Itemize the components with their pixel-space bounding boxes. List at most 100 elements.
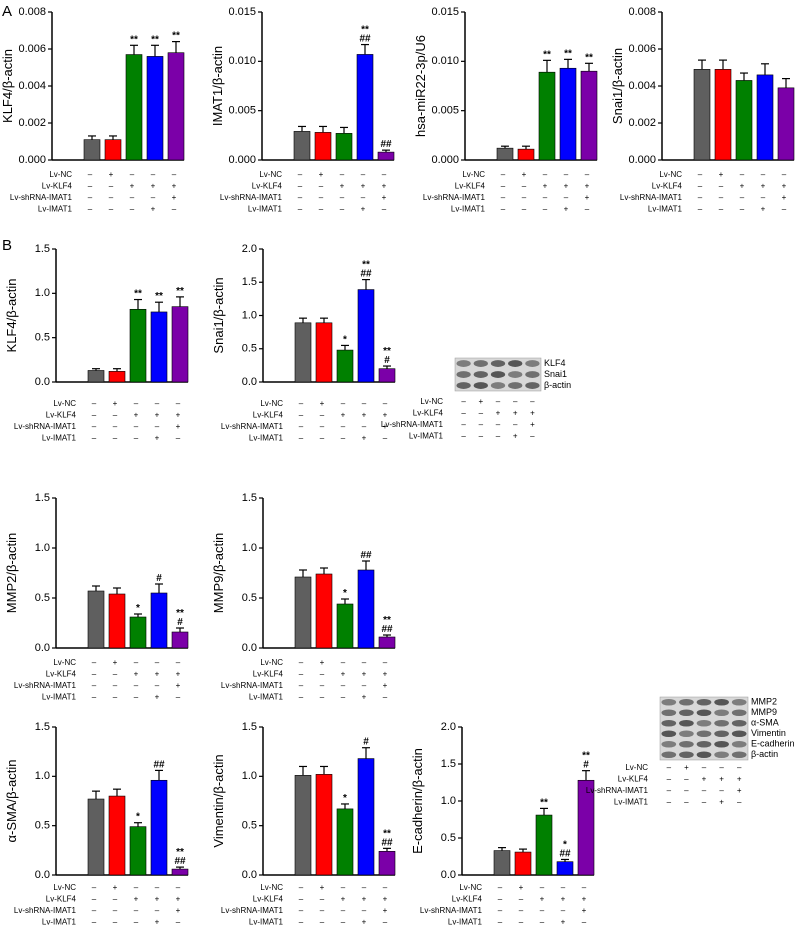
y-tick-label: 0.005	[431, 105, 459, 117]
condition-label: Lv-shRNA-IMAT1	[381, 420, 444, 429]
condition-sign: +	[383, 906, 388, 915]
condition-sign: –	[702, 798, 707, 807]
condition-sign: +	[561, 918, 566, 927]
condition-label: Lv-NC	[53, 658, 76, 667]
condition-sign: –	[298, 205, 303, 214]
condition-sign: +	[319, 170, 324, 179]
blot-label: Snai1	[544, 369, 567, 379]
condition-sign: –	[564, 193, 569, 202]
condition-sign: +	[585, 182, 590, 191]
condition-sign: –	[522, 193, 527, 202]
bar	[129, 826, 147, 876]
condition-sign: +	[582, 895, 587, 904]
condition-label: Lv-KLF4	[452, 895, 483, 904]
bar	[150, 592, 168, 649]
condition-sign: +	[176, 670, 181, 679]
bar	[377, 151, 395, 161]
significance-mark: **	[564, 48, 572, 59]
condition-sign: –	[383, 918, 388, 927]
condition-sign: –	[92, 693, 97, 702]
condition-sign: –	[719, 182, 724, 191]
condition-label: Lv-KLF4	[253, 895, 284, 904]
y-tick-label: 1.0	[35, 542, 50, 554]
condition-sign: +	[340, 182, 345, 191]
condition-sign: –	[582, 883, 587, 892]
condition-sign: +	[561, 895, 566, 904]
blot-band	[731, 751, 747, 759]
condition-sign: –	[362, 883, 367, 892]
condition-sign: –	[479, 420, 484, 429]
condition-sign: –	[361, 193, 366, 202]
y-tick-label: 1.0	[35, 287, 50, 299]
condition-sign: +	[719, 170, 724, 179]
condition-sign: –	[88, 205, 93, 214]
condition-sign: +	[513, 409, 518, 418]
blot-band	[490, 382, 506, 389]
blot-band	[696, 698, 712, 706]
bar	[314, 132, 332, 161]
condition-sign: +	[134, 895, 139, 904]
condition-sign: –	[92, 895, 97, 904]
condition-sign: –	[172, 170, 177, 179]
significance-mark: *	[343, 334, 347, 345]
significance-mark: **	[383, 615, 391, 626]
bar	[104, 139, 122, 161]
condition-sign: +	[113, 658, 118, 667]
condition-sign: –	[740, 205, 745, 214]
condition-sign: –	[530, 397, 535, 406]
condition-label: Lv-KLF4	[652, 182, 683, 191]
condition-label: Lv-shRNA-IMAT1	[420, 906, 483, 915]
bar	[514, 851, 532, 876]
y-tick-label: 0.0	[35, 642, 50, 654]
condition-sign: –	[702, 763, 707, 772]
significance-mark: **	[134, 289, 142, 300]
significance-mark: ##	[174, 856, 186, 867]
condition-sign: –	[299, 693, 304, 702]
y-axis-label: hsa-miR22-3p/U6	[413, 35, 428, 137]
blot-band	[714, 730, 729, 738]
blot-band	[679, 698, 694, 706]
condition-sign: –	[341, 434, 346, 443]
condition-sign: +	[719, 798, 724, 807]
condition-sign: –	[113, 434, 118, 443]
condition-label: Lv-IMAT1	[38, 205, 73, 214]
condition-sign: –	[479, 409, 484, 418]
condition-sign: –	[176, 658, 181, 667]
blot-band	[696, 751, 712, 759]
condition-sign: –	[498, 918, 503, 927]
condition-sign: –	[155, 681, 160, 690]
y-tick-label: 0.008	[628, 6, 656, 18]
condition-label: Lv-IMAT1	[249, 693, 284, 702]
condition-sign: +	[585, 193, 590, 202]
y-tick-label: 0.000	[431, 154, 459, 166]
condition-sign: +	[740, 182, 745, 191]
condition-sign: +	[155, 670, 160, 679]
bar	[87, 798, 105, 876]
condition-label: Lv-NC	[260, 883, 283, 892]
condition-sign: –	[340, 170, 345, 179]
condition-sign: –	[134, 681, 139, 690]
condition-sign: +	[362, 411, 367, 420]
condition-sign: +	[155, 434, 160, 443]
condition-sign: –	[134, 434, 139, 443]
y-tick-label: 0.008	[18, 6, 46, 18]
blot-label: E-cadherin	[751, 739, 795, 749]
bar	[357, 289, 375, 383]
bar	[294, 576, 312, 649]
y-tick-label: 0.015	[431, 6, 459, 18]
condition-label: Lv-shRNA-IMAT1	[221, 681, 284, 690]
condition-sign: +	[540, 895, 545, 904]
blot-band	[490, 360, 506, 367]
y-tick-label: 0.5	[242, 343, 257, 355]
y-axis-label: α-SMA/β-actin	[4, 760, 19, 843]
condition-sign: –	[698, 182, 703, 191]
y-tick-label: 0.000	[628, 154, 656, 166]
significance-mark: **	[543, 49, 551, 60]
condition-sign: –	[320, 693, 325, 702]
y-tick-label: 0.5	[35, 592, 50, 604]
condition-sign: –	[319, 205, 324, 214]
condition-sign: –	[320, 670, 325, 679]
y-tick-label: 0.004	[628, 80, 656, 92]
blot-band	[661, 719, 677, 727]
